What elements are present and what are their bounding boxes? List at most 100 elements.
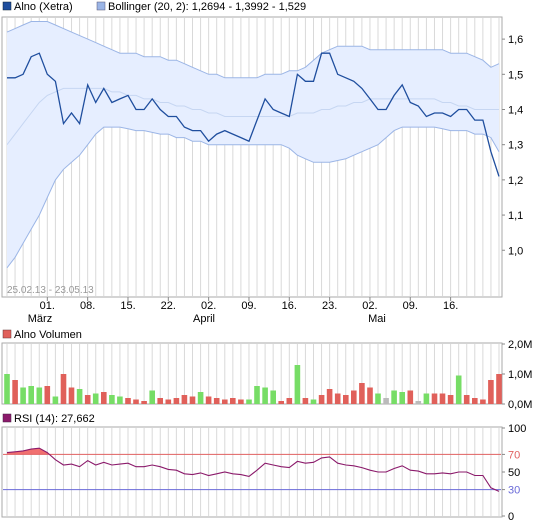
volume-bar [213,398,220,404]
volume-bar [189,396,196,404]
rsi-line [6,447,500,492]
volume-bar [375,393,381,404]
volume-bar [230,398,236,404]
price-legend-swatch [2,1,12,11]
volume-y-tick-label: 0,0M [508,399,532,411]
volume-bar [238,399,244,404]
volume-bar [165,399,172,404]
volume-bars [4,365,502,404]
rsi-panel [1,426,503,518]
volume-bar [141,401,147,404]
volume-bar [92,393,99,404]
rsi-y-tick-label: 0 [508,511,514,523]
volume-bar [367,387,373,404]
x-tick-label: 16. [282,300,297,312]
volume-bar [278,401,284,404]
volume-bar [359,383,365,404]
volume-bar [52,396,59,404]
volume-bar [197,392,204,404]
volume-bar [326,389,333,404]
volume-bar [76,389,83,404]
date-range-label: 25.02.13 - 23.05.13 [7,285,94,296]
month-label-maerz: März [28,313,52,325]
price-y-tick-label: 1,5 [508,69,523,81]
volume-bar [351,390,357,404]
volume-y-tick-label: 1,0M [508,369,532,381]
x-tick-label: 15. [120,300,135,312]
volume-bar [455,375,462,404]
volume-bar [36,387,43,404]
volume-bar [205,396,212,404]
volume-bar [391,390,397,404]
x-tick-label: 01. [40,300,55,312]
volume-bar [480,399,486,404]
x-axis: 01. 08. 15. 22. 02. 09. 16. 23. 02. 09. 16. [40,297,458,312]
x-tick-label: 23. [322,300,337,312]
volume-bar [472,398,478,404]
bollinger-upper-line [6,21,500,79]
x-tick-label: 02. [362,300,377,312]
volume-bar [117,396,123,404]
volume-bar [133,399,139,404]
volume-bar [157,398,163,404]
volume-legend-label: Alno Volumen [14,329,82,341]
volume-bar [20,387,26,404]
volume-bar [109,395,115,404]
volume-bar [4,374,10,404]
rsi-legend-label: RSI (14): 27,662 [14,413,95,425]
volume-bar [84,395,91,404]
month-label-mai: Mai [368,313,386,325]
rsi-y-axis: 100 70 50 30 0 [502,423,526,523]
volume-bar [294,365,301,404]
volume-bar [334,393,341,404]
volume-bar [270,390,276,404]
volume-bar [399,392,405,404]
volume-bar [254,386,260,404]
rsi-y-tick-label: 100 [508,423,526,435]
volume-bar [407,390,414,404]
volume-bar [488,380,494,404]
x-tick-label: 09. [403,300,418,312]
rsi-y-tick-label: 70 [508,449,520,461]
price-line [7,52,500,177]
price-y-tick-label: 1,0 [508,245,523,257]
price-y-tick-label: 1,3 [508,140,523,152]
bollinger-legend-label: Bollinger (20, 2): 1,2694 - 1,3992 - 1,5… [108,1,306,13]
volume-bar [286,398,293,404]
x-tick-label: 08. [80,300,95,312]
price-y-tick-label: 1,1 [508,210,523,222]
volume-bar [222,399,228,404]
rsi-overbought-area [7,448,50,455]
price-legend-label: Alno (Xetra) [14,1,73,13]
x-tick-label: 16. [443,300,458,312]
volume-bar [431,393,438,404]
bollinger-lower-line [6,126,500,269]
volume-bar [423,393,430,404]
bollinger-legend-swatch [96,1,106,11]
volume-bar [28,386,34,404]
volume-bar [439,393,446,404]
volume-bar [310,399,317,404]
volume-bar [246,399,252,404]
volume-y-tick-label: 2,0M [508,339,532,351]
price-y-tick-label: 1,4 [508,104,523,116]
price-y-axis: 1,0 1,1 1,2 1,3 1,4 1,5 1,6 [502,34,523,257]
price-y-tick-label: 1,6 [508,34,523,46]
x-tick-label: 09. [241,300,256,312]
volume-bar [60,374,67,404]
volume-bar [318,395,325,404]
volume-bar [496,374,502,404]
volume-bar [68,387,75,404]
volume-bar [262,387,268,404]
volume-y-axis: 2,0M 1,0M 0,0M [502,339,532,411]
volume-legend-swatch [2,329,12,339]
volume-bar [343,395,349,404]
volume-bar [12,380,18,404]
volume-bar [181,395,188,404]
rsi-y-tick-label: 30 [508,485,520,497]
volume-bar [125,398,131,404]
volume-bar [415,401,422,404]
volume-bar [447,395,454,404]
rsi-y-tick-label: 50 [508,467,520,479]
